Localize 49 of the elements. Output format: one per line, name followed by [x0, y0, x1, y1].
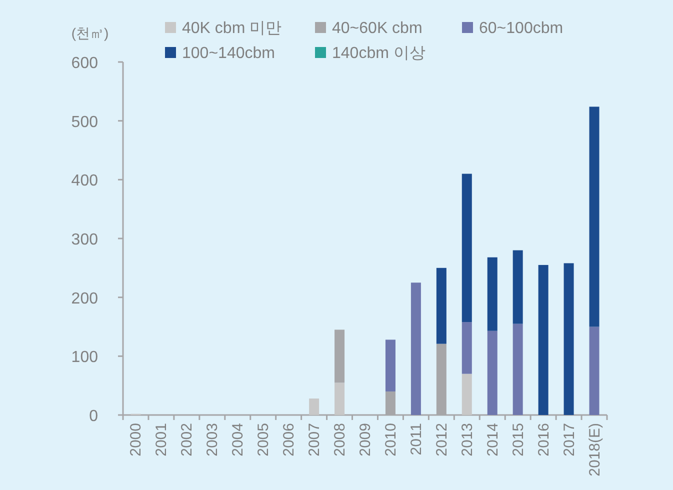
bar — [462, 374, 472, 415]
legend-label: 40~60K cbm — [332, 20, 422, 37]
x-tick-label: 2003 — [204, 423, 222, 456]
x-tick-label: 2011 — [408, 423, 425, 456]
x-tick-label: 2007 — [306, 423, 324, 456]
x-tick-label: 2012 — [433, 423, 450, 456]
x-tick-label: 2017 — [560, 423, 578, 456]
y-axis-title: (천㎥) — [71, 25, 109, 41]
bar — [589, 106, 600, 327]
x-tick-label: 2005 — [255, 423, 272, 456]
x-tick-label: 2016 — [535, 423, 552, 456]
x-tick-label: 2000 — [128, 423, 145, 456]
legend-label: 40K cbm 미만 — [182, 20, 282, 37]
x-tick-label: 2009 — [357, 423, 374, 456]
bar — [589, 326, 600, 415]
x-tick-label: 2014 — [484, 423, 502, 456]
bar — [334, 330, 345, 383]
x-tick-label: 2001 — [153, 423, 170, 456]
bar — [309, 398, 320, 415]
x-tick-label: 2006 — [280, 423, 298, 456]
legend-label: 140cbm 이상 — [332, 45, 426, 62]
x-tick-label: 2013 — [458, 423, 476, 456]
y-tick-label: 600 — [71, 55, 98, 72]
x-tick-label: 2008 — [332, 423, 349, 456]
x-tick-label: 2002 — [178, 423, 196, 456]
y-tick-label: 0 — [89, 408, 98, 425]
y-tick-label: 100 — [71, 349, 98, 366]
bar — [487, 257, 498, 331]
bar — [512, 250, 523, 324]
y-tick-label: 200 — [71, 290, 98, 308]
x-tick-label: 2004 — [230, 423, 247, 456]
bar — [410, 282, 421, 415]
bar — [462, 322, 472, 374]
y-tick-label: 300 — [71, 232, 98, 248]
bar — [436, 268, 446, 344]
bar — [334, 382, 345, 415]
bar — [487, 330, 498, 415]
y-tick-label: 400 — [71, 172, 98, 190]
x-tick-label: 2015 — [510, 423, 527, 456]
bar — [538, 264, 548, 415]
bar — [564, 263, 574, 415]
x-tick-label: 2010 — [382, 423, 400, 456]
bar — [462, 174, 472, 322]
legend-label: 100~140cbm — [182, 45, 275, 62]
bar — [385, 340, 396, 392]
bar — [512, 324, 523, 415]
legend-label: 60~100cbm — [479, 20, 564, 37]
y-tick-label: 500 — [71, 114, 98, 131]
x-tick-label: 2018(E) — [586, 423, 604, 476]
